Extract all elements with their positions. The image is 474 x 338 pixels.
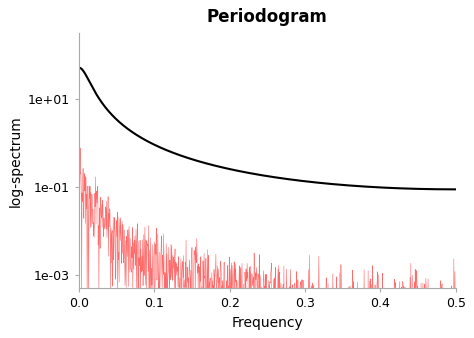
X-axis label: Frequency: Frequency — [231, 316, 303, 330]
Y-axis label: log-spectrum: log-spectrum — [9, 115, 22, 207]
Title: Periodogram: Periodogram — [207, 8, 328, 26]
